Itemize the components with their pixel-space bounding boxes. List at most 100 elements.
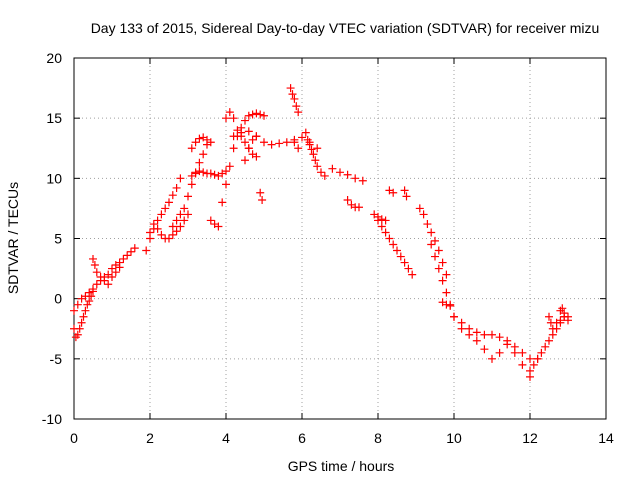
data-point (256, 110, 265, 119)
data-point (252, 132, 261, 141)
series-s15 (286, 84, 303, 117)
data-point (146, 228, 154, 237)
data-point (70, 306, 78, 315)
x-tick-label-5: 10 (446, 430, 462, 446)
series-s31 (556, 304, 572, 325)
y-tick-label-3: 5 (54, 231, 62, 247)
data-point (343, 195, 352, 204)
data-point (529, 360, 538, 369)
data-point (381, 228, 390, 237)
data-point (104, 280, 113, 289)
series-s21 (374, 212, 390, 225)
data-point (402, 192, 411, 201)
data-point (172, 183, 181, 192)
data-point (165, 198, 173, 207)
data-point (187, 180, 196, 189)
data-point (545, 312, 553, 321)
series-s10 (218, 109, 268, 207)
y-tick-label-1: -5 (50, 351, 63, 367)
series-s18 (328, 164, 367, 185)
data-point (153, 216, 162, 225)
data-point (149, 220, 158, 229)
data-point (258, 195, 267, 204)
x-tick-label-7: 14 (598, 430, 614, 446)
data-point (457, 324, 466, 333)
data-point (77, 318, 86, 327)
data-point (90, 260, 99, 269)
data-point (241, 138, 249, 147)
data-point (355, 203, 363, 212)
data-point (320, 171, 329, 180)
data-point (446, 301, 455, 310)
data-point (290, 138, 299, 147)
data-point (176, 210, 185, 219)
data-point (408, 270, 417, 279)
series-s19 (343, 195, 363, 212)
data-point (180, 216, 189, 225)
data-point (286, 84, 295, 93)
data-point (488, 330, 496, 339)
data-point (244, 127, 253, 136)
data-point (172, 216, 181, 225)
series-s13 (241, 132, 261, 165)
data-point (180, 204, 189, 213)
data-point (206, 216, 215, 225)
data-point (480, 345, 489, 354)
data-point (303, 135, 312, 144)
data-point (317, 168, 325, 177)
y-tick-label-0: -10 (42, 411, 62, 427)
y-axis-ticks: -10 -5 0 5 10 15 20 (42, 50, 606, 427)
data-point (434, 264, 443, 273)
data-point (282, 138, 291, 147)
series-s16 (290, 138, 303, 153)
x-tick-label-6: 12 (522, 430, 538, 446)
data-point (309, 150, 318, 159)
data-point (307, 145, 316, 154)
data-point (252, 109, 261, 118)
data-point (195, 167, 204, 176)
data-point (229, 144, 238, 153)
data-point (108, 273, 116, 282)
data-point (389, 240, 398, 249)
series-s26 (438, 298, 455, 310)
data-point (472, 328, 481, 337)
data-point (256, 188, 265, 197)
data-point (301, 128, 310, 137)
data-point (548, 324, 557, 333)
data-point (172, 227, 181, 236)
data-point (518, 360, 527, 369)
data-point (127, 247, 135, 256)
data-point (214, 222, 223, 231)
data-point (123, 251, 132, 260)
data-point (241, 156, 249, 165)
data-point (294, 108, 303, 117)
data-point (108, 264, 116, 273)
data-point (248, 110, 257, 119)
data-point (343, 170, 352, 179)
data-points (70, 84, 572, 381)
series-s4 (142, 174, 185, 255)
data-point (495, 333, 504, 342)
data-point (168, 230, 177, 239)
data-point (100, 276, 109, 285)
data-point (560, 309, 569, 318)
data-point (419, 210, 428, 219)
x-tick-label-3: 6 (298, 430, 306, 446)
data-point (423, 220, 432, 229)
data-point (87, 292, 96, 301)
data-point (377, 215, 386, 224)
data-point (119, 254, 128, 263)
data-point (438, 276, 447, 285)
series-s14 (256, 188, 267, 204)
data-point (225, 162, 234, 171)
data-point (290, 94, 299, 103)
data-point (195, 134, 204, 143)
data-point (275, 139, 284, 148)
data-point (168, 222, 177, 231)
data-point (115, 263, 124, 272)
data-point (73, 330, 82, 339)
data-point (472, 336, 481, 345)
y-tick-label-6: 20 (46, 50, 62, 66)
